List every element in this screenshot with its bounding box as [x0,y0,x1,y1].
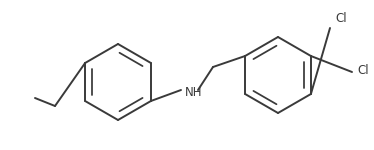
Text: NH: NH [185,85,202,99]
Text: Cl: Cl [357,63,369,76]
Text: Cl: Cl [335,12,347,24]
